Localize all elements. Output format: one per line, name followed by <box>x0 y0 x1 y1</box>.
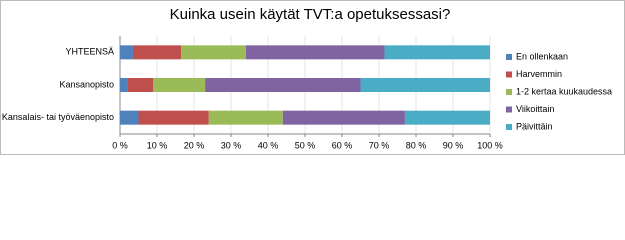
legend-label: Viikoittain <box>516 104 554 114</box>
x-tick-label: 100 % <box>477 140 503 150</box>
y-tick-label: YHTEENSÄ <box>65 47 114 57</box>
x-tick-label: 30 % <box>221 140 242 150</box>
legend-label: Harvemmin <box>516 69 562 79</box>
y-tick-label: Kansalais- tai työväenopisto <box>2 112 114 122</box>
bar-segment <box>132 45 182 60</box>
chart: Kuinka usein käytät TVT:a opetuksessasi?… <box>0 0 625 155</box>
x-tick-label: 10 % <box>147 140 168 150</box>
x-tick-label: 90 % <box>443 140 464 150</box>
x-tick-label: 20 % <box>184 140 205 150</box>
bar-segment <box>404 110 490 125</box>
bar-segment <box>120 110 139 125</box>
legend-swatch <box>506 89 512 95</box>
bar-segment <box>282 110 405 125</box>
x-tick-label: 70 % <box>369 140 390 150</box>
legend-swatch <box>506 71 512 78</box>
legend-label: Päivittäin <box>516 121 553 131</box>
x-tick-label: 50 % <box>295 140 316 150</box>
legend-swatch <box>506 54 512 60</box>
x-tick-label: 80 % <box>406 140 427 150</box>
bar-segment <box>120 45 133 60</box>
legend-swatch <box>506 106 512 113</box>
bar-segment <box>120 78 128 92</box>
bar-segment <box>360 78 490 92</box>
chart-border <box>0 0 625 155</box>
chart-title: Kuinka usein käytät TVT:a opetuksessasi? <box>170 6 451 23</box>
bar-segment <box>208 110 283 125</box>
bar-segment <box>181 45 246 60</box>
legend-label: 1-2 kertaa kuukaudessa <box>516 86 612 96</box>
x-tick-label: 60 % <box>332 140 353 150</box>
bar-segment <box>384 45 490 60</box>
x-tick-label: 0 % <box>112 140 128 150</box>
bar-segment <box>205 78 361 92</box>
legend-label: En ollenkaan <box>516 51 568 61</box>
bar-segment <box>245 45 385 60</box>
y-tick-label: Kansanopisto <box>59 79 114 89</box>
bar-segment <box>138 110 209 125</box>
legend-swatch <box>506 124 512 130</box>
bar-segment <box>127 78 154 92</box>
x-tick-label: 40 % <box>258 140 279 150</box>
bar-segment <box>153 78 206 92</box>
